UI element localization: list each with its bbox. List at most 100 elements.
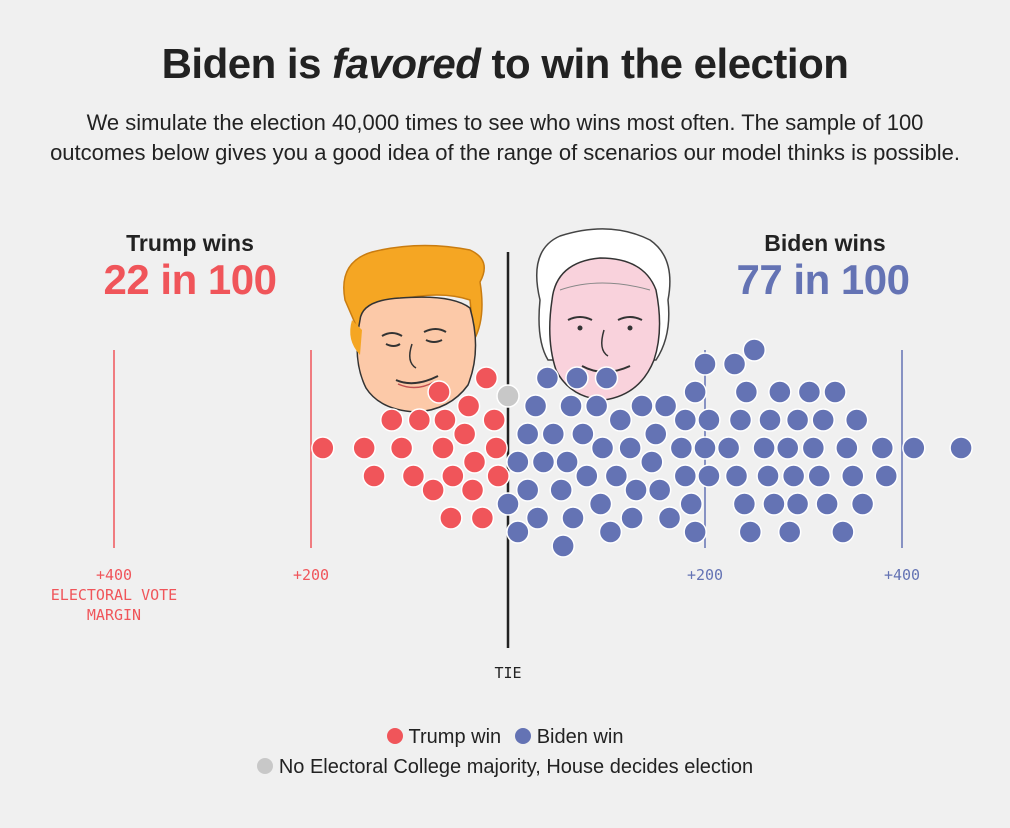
outcome-dot-biden[interactable] — [584, 394, 609, 418]
outcome-dot-biden[interactable] — [630, 394, 654, 418]
outcome-dot-biden[interactable] — [870, 436, 895, 460]
outcome-dot-biden[interactable] — [728, 408, 753, 432]
outcome-dot-trump[interactable] — [362, 464, 386, 488]
outcome-dot-trump[interactable] — [441, 464, 465, 488]
outcome-dot-biden[interactable] — [844, 408, 869, 432]
outcome-dot-trump[interactable] — [389, 436, 414, 460]
outcome-dot-biden[interactable] — [679, 492, 703, 516]
outcome-dot-biden[interactable] — [742, 338, 766, 362]
outcome-dot-biden[interactable] — [722, 352, 747, 376]
outcome-dot-biden[interactable] — [697, 464, 721, 488]
outcome-dot-biden[interactable] — [831, 520, 855, 544]
outcome-dot-biden[interactable] — [523, 394, 548, 418]
outcome-dot-biden[interactable] — [673, 464, 698, 488]
outcome-dot-biden[interactable] — [693, 436, 717, 460]
outcome-dot-biden[interactable] — [506, 520, 530, 544]
outcome-dot-biden[interactable] — [683, 380, 707, 404]
outcome-dot-trump[interactable] — [401, 464, 426, 488]
outcome-dot-biden[interactable] — [549, 478, 573, 502]
outcome-dot-biden[interactable] — [811, 408, 835, 432]
outcome-dot-biden[interactable] — [874, 464, 898, 488]
outcome-dot-biden[interactable] — [647, 478, 672, 502]
outcome-dot-biden[interactable] — [541, 422, 566, 446]
outcome-dot-trump[interactable] — [456, 394, 481, 418]
outcome-dot-biden[interactable] — [716, 436, 741, 460]
outcome-dot-biden[interactable] — [515, 422, 540, 446]
outcome-dot-biden[interactable] — [575, 464, 599, 488]
outcome-dot-biden[interactable] — [797, 380, 822, 404]
outcome-dot-trump[interactable] — [486, 464, 510, 488]
outcome-dot-trump[interactable] — [484, 436, 508, 460]
outcome-dot-trump[interactable] — [452, 422, 477, 446]
outcome-dot-biden[interactable] — [683, 520, 707, 544]
outcome-dot-biden[interactable] — [620, 506, 644, 530]
outcome-dot-trump[interactable] — [380, 408, 404, 432]
outcome-dot-biden[interactable] — [624, 478, 648, 502]
outcome-dot-biden[interactable] — [590, 436, 615, 460]
outcome-dot-trump[interactable] — [460, 478, 485, 502]
outcome-dot-biden[interactable] — [657, 506, 682, 530]
outcome-dot-biden[interactable] — [734, 380, 759, 404]
outcome-dot-biden[interactable] — [594, 366, 619, 390]
outcome-dot-biden[interactable] — [618, 436, 642, 460]
outcome-dot-biden[interactable] — [640, 450, 664, 474]
outcome-dot-biden[interactable] — [669, 436, 694, 460]
outcome-dot-biden[interactable] — [823, 380, 847, 404]
outcome-dot-biden[interactable] — [762, 492, 786, 516]
outcome-dot-biden[interactable] — [561, 506, 585, 530]
outcome-dot-tie[interactable] — [496, 384, 520, 408]
outcome-dot-trump[interactable] — [462, 450, 487, 474]
outcome-dot-biden[interactable] — [756, 464, 780, 488]
outcome-dot-biden[interactable] — [598, 520, 623, 544]
outcome-dot-trump[interactable] — [427, 380, 451, 404]
outcome-dot-biden[interactable] — [781, 464, 806, 488]
outcome-dot-biden[interactable] — [653, 394, 678, 418]
outcome-dot-biden[interactable] — [768, 380, 792, 404]
outcome-dot-trump[interactable] — [439, 506, 463, 530]
outcome-dot-trump[interactable] — [431, 436, 455, 460]
outcome-dot-trump[interactable] — [482, 408, 506, 432]
outcome-dot-biden[interactable] — [515, 478, 540, 502]
outcome-dot-biden[interactable] — [785, 492, 810, 516]
outcome-dot-biden[interactable] — [835, 436, 859, 460]
outcome-dot-biden[interactable] — [608, 408, 633, 432]
outcome-dot-trump[interactable] — [311, 436, 335, 460]
outcome-dot-biden[interactable] — [496, 492, 520, 516]
outcome-dot-trump[interactable] — [433, 408, 457, 432]
outcome-dot-trump[interactable] — [421, 478, 445, 502]
outcome-dot-biden[interactable] — [949, 436, 973, 460]
outcome-dot-biden[interactable] — [807, 464, 832, 488]
outcome-dot-biden[interactable] — [752, 436, 776, 460]
outcome-dot-biden[interactable] — [559, 394, 583, 418]
outcome-dot-biden[interactable] — [535, 366, 560, 390]
outcome-dot-biden[interactable] — [531, 450, 556, 474]
outcome-dot-biden[interactable] — [588, 492, 613, 516]
outcome-dot-biden[interactable] — [850, 492, 875, 516]
outcome-dot-biden[interactable] — [644, 422, 668, 446]
outcome-dot-biden[interactable] — [724, 464, 749, 488]
outcome-dot-biden[interactable] — [738, 520, 763, 544]
outcome-dot-biden[interactable] — [506, 450, 530, 474]
outcome-dot-biden[interactable] — [565, 366, 589, 390]
outcome-dot-biden[interactable] — [758, 408, 782, 432]
outcome-dot-biden[interactable] — [697, 408, 721, 432]
outcome-dot-biden[interactable] — [785, 408, 810, 432]
outcome-dot-biden[interactable] — [555, 450, 579, 474]
outcome-dot-trump[interactable] — [470, 506, 495, 530]
outcome-dot-trump[interactable] — [352, 436, 376, 460]
outcome-dot-biden[interactable] — [801, 436, 826, 460]
outcome-dot-trump[interactable] — [407, 408, 432, 432]
outcome-dot-biden[interactable] — [732, 492, 757, 516]
outcome-dot-biden[interactable] — [673, 408, 698, 432]
outcome-dot-biden[interactable] — [902, 436, 926, 460]
outcome-dot-biden[interactable] — [525, 506, 550, 530]
outcome-dot-biden[interactable] — [775, 436, 800, 460]
outcome-dot-trump[interactable] — [474, 366, 499, 390]
outcome-dot-biden[interactable] — [777, 520, 802, 544]
outcome-dot-biden[interactable] — [551, 534, 575, 558]
outcome-dot-biden[interactable] — [604, 464, 629, 488]
outcome-dot-biden[interactable] — [841, 464, 865, 488]
outcome-dot-biden[interactable] — [571, 422, 595, 446]
outcome-dot-biden[interactable] — [693, 352, 717, 376]
outcome-dot-biden[interactable] — [815, 492, 839, 516]
